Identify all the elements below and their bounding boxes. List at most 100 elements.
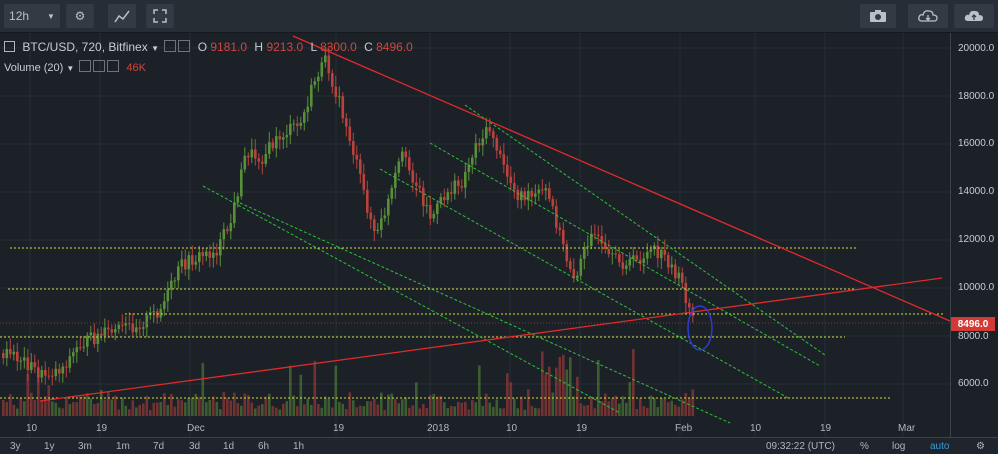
volume-bar [163,393,166,416]
price-tick: 16000.0 [958,138,995,149]
volume-bar [103,399,107,416]
volume-bar [47,385,51,416]
volume-bar [187,398,191,416]
candle-body [625,265,628,269]
candle-body [324,55,327,63]
time-tick: 19 [820,423,832,434]
candle-body [194,261,198,265]
fullscreen-button[interactable] [146,4,174,28]
volume-bar [257,405,261,416]
high-value: 9213.0 [266,40,304,54]
candle-body [338,96,341,98]
candle-body [390,188,394,199]
volume-bar [341,403,345,416]
candle-body [593,233,597,235]
candle-body [177,266,180,281]
volume-bar [264,396,268,416]
price-chart[interactable] [0,33,950,437]
volume-bar [121,397,124,416]
percent-toggle[interactable]: % [860,441,869,452]
range-button-7d[interactable]: 7d [153,441,165,452]
price-axis[interactable] [950,33,998,437]
range-button-3m[interactable]: 3m [78,441,92,452]
candle-body [247,155,250,158]
interval-dropdown[interactable]: 12h ▼ [4,4,60,28]
range-button-1h[interactable]: 1h [293,441,305,452]
gear-icon[interactable]: ⚙ [976,441,985,452]
volume-bar [254,408,257,416]
volume-bar [107,392,110,416]
trend-channel-line [464,104,826,356]
candle-body [439,196,443,204]
range-button-3y[interactable]: 3y [10,441,21,452]
candle-body [166,289,170,302]
volume-bar [488,402,492,416]
interval-label: 12h [9,9,30,23]
candle-body [40,370,44,378]
candle-body [306,106,310,113]
annotation-circle [687,305,713,351]
settings-button[interactable]: ⚙ [66,4,94,28]
candle-body [502,154,506,165]
indicators-button[interactable] [108,4,136,28]
volume-bar [30,392,33,416]
candle-body [478,143,481,146]
save-chart-button[interactable] [954,4,994,28]
candle-body [208,251,212,258]
volume-bar [40,400,44,416]
candle-body [408,157,411,171]
volume-bar [240,405,243,416]
utc-clock[interactable]: 09:32:22 (UTC) [766,441,835,452]
range-button-6h[interactable]: 6h [258,441,270,452]
load-chart-button[interactable] [908,4,948,28]
candle-body [562,229,565,245]
volume-bar [639,398,642,416]
chart-pane[interactable] [0,33,950,437]
chevron-down-icon[interactable]: ▼ [151,44,159,53]
time-tick: 19 [333,423,345,434]
candle-body [79,347,82,349]
volume-bar [572,396,576,416]
settings-icon: ⚙ [74,9,86,23]
open-label: O [197,40,208,54]
candle-body [499,150,502,155]
candle-body [555,206,558,228]
volume-bar [96,402,100,416]
candle-body [355,154,359,160]
settings-icon[interactable] [164,40,177,52]
volume-value: 46K [126,62,146,74]
candle-body [299,122,303,126]
range-button-3d[interactable]: 3d [189,441,201,452]
volume-bar [219,409,222,416]
candle-body [142,327,145,329]
volume-label[interactable]: Volume (20) [4,62,64,74]
price-tick: 8000.0 [958,331,989,342]
range-button-1d[interactable]: 1d [223,441,235,452]
chevron-down-icon[interactable]: ▼ [66,64,75,73]
volume-bar [607,401,611,416]
candle-body [187,255,191,270]
volume-bar [145,395,149,416]
settings-icon[interactable] [93,60,106,72]
snapshot-button[interactable] [860,4,896,28]
candle-body [327,55,331,74]
auto-toggle[interactable]: auto [930,441,950,452]
collapse-icon[interactable] [4,41,15,52]
settings-icon[interactable] [178,40,191,52]
volume-bar [110,399,114,416]
log-toggle[interactable]: log [892,441,906,452]
volume-bar [467,409,471,416]
symbol-label[interactable]: BTC/USD, 720, Bitfinex [22,40,148,54]
visibility-icon[interactable] [79,60,92,72]
close-icon[interactable] [107,60,120,72]
candle-body [429,205,432,219]
volume-bar [590,397,593,416]
volume-bar [275,407,278,416]
candle-body [12,351,16,355]
range-button-1y[interactable]: 1y [44,441,55,452]
candle-body [303,112,306,123]
volume-bar [352,400,355,416]
range-button-1m[interactable]: 1m [116,441,130,452]
volume-bar [362,406,366,416]
volume-bar [474,402,478,416]
